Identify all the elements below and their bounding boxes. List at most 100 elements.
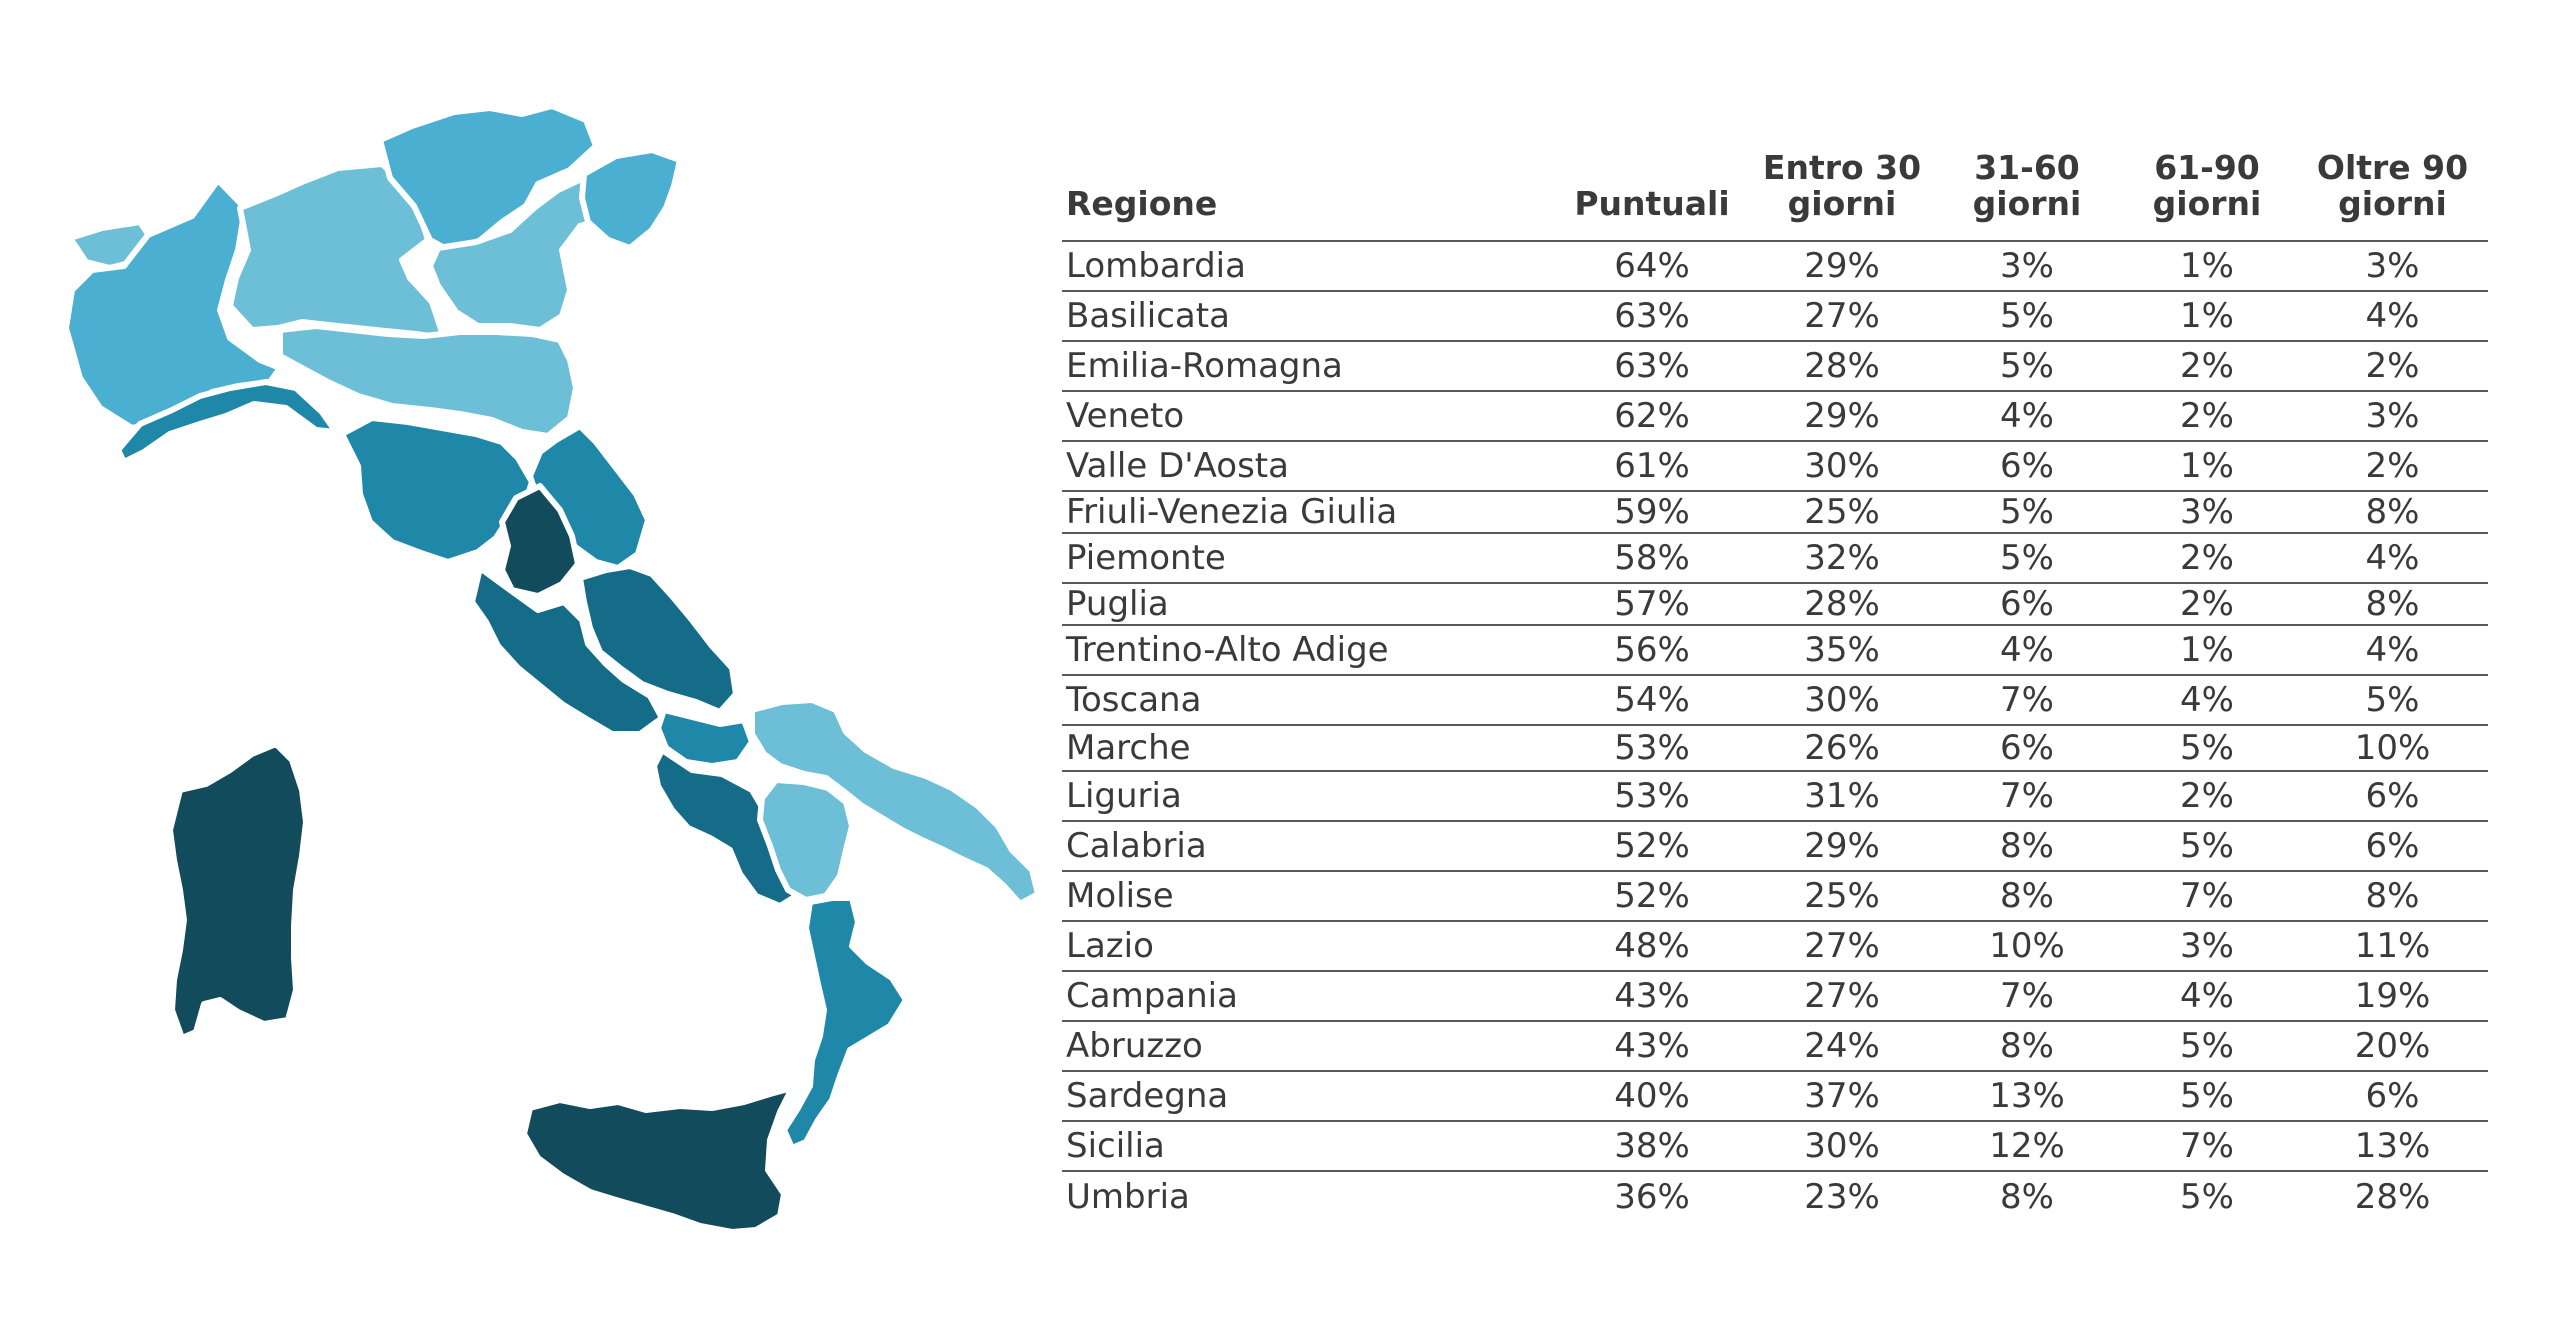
cell-value: 2% <box>2117 340 2297 391</box>
cell-value: 1% <box>2117 440 2297 491</box>
header-31-60-text: 31-60 giorni <box>1972 148 2082 223</box>
cell-value: 52% <box>1557 820 1747 871</box>
cell-region: Abruzzo <box>1062 1020 1557 1071</box>
cell-value: 28% <box>1747 340 1937 391</box>
header-61-90: 61-90 giorni <box>2117 150 2297 241</box>
table-row: Abruzzo 43% 24% 8% 5% 20% <box>1062 1020 2488 1071</box>
table-row: Basilicata 63% 27% 5% 1% 4% <box>1062 290 2488 341</box>
cell-value: 2% <box>2117 770 2297 821</box>
region-lazio <box>469 565 665 737</box>
region-trentino <box>377 103 599 255</box>
cell-value: 37% <box>1747 1070 1937 1121</box>
cell-value: 4% <box>1937 624 2117 675</box>
region-emilia-romagna <box>277 323 579 439</box>
region-calabria <box>781 895 909 1151</box>
cell-value: 6% <box>2297 820 2488 871</box>
cell-value: 54% <box>1557 674 1747 725</box>
cell-value: 4% <box>2117 970 2297 1021</box>
cell-value: 7% <box>1937 674 2117 725</box>
cell-value: 30% <box>1747 1120 1937 1171</box>
cell-value: 6% <box>1937 724 2117 771</box>
header-entro-30-text: Entro 30 giorni <box>1762 148 1922 223</box>
region-toscana <box>339 415 535 565</box>
cell-value: 62% <box>1557 390 1747 441</box>
cell-value: 6% <box>2297 770 2488 821</box>
cell-value: 7% <box>1937 770 2117 821</box>
cell-value: 3% <box>1937 240 2117 291</box>
table-row: Lazio 48% 27% 10% 3% 11% <box>1062 920 2488 971</box>
cell-region: Lombardia <box>1062 240 1557 291</box>
italy-map <box>63 103 1040 1235</box>
cell-value: 2% <box>2117 390 2297 441</box>
region-friuli <box>579 147 683 251</box>
table-row: Piemonte 58% 32% 5% 2% 4% <box>1062 532 2488 583</box>
cell-value: 27% <box>1747 290 1937 341</box>
region-campania <box>651 747 799 909</box>
cell-value: 61% <box>1557 440 1747 491</box>
table-row: Molise 52% 25% 8% 7% 8% <box>1062 870 2488 921</box>
header-31-60: 31-60 giorni <box>1937 150 2117 241</box>
cell-value: 8% <box>1937 1170 2117 1221</box>
table-body: Lombardia 64% 29% 3% 1% 3% Basilicata 63% 27% 5% 1… <box>1062 240 2488 1221</box>
cell-value: 38% <box>1557 1120 1747 1171</box>
table-row: Emilia-Romagna 63% 28% 5% 2% 2% <box>1062 340 2488 391</box>
region-liguria <box>115 379 339 465</box>
cell-value: 5% <box>2117 1020 2297 1071</box>
cell-value: 4% <box>2297 532 2488 583</box>
cell-value: 13% <box>2297 1120 2488 1171</box>
cell-value: 2% <box>2117 532 2297 583</box>
cell-value: 4% <box>2117 674 2297 725</box>
cell-value: 2% <box>2297 340 2488 391</box>
cell-value: 27% <box>1747 970 1937 1021</box>
table-row: Umbria 36% 23% 8% 5% 28% <box>1062 1170 2488 1221</box>
table-row: Veneto 62% 29% 4% 2% 3% <box>1062 390 2488 441</box>
cell-value: 8% <box>2297 870 2488 921</box>
cell-value: 5% <box>2117 820 2297 871</box>
cell-value: 30% <box>1747 440 1937 491</box>
cell-value: 29% <box>1747 390 1937 441</box>
table-row: Trentino-Alto Adige 56% 35% 4% 1% 4% <box>1062 624 2488 675</box>
cell-value: 48% <box>1557 920 1747 971</box>
cell-value: 43% <box>1557 1020 1747 1071</box>
table-row: Valle D'Aosta 61% 30% 6% 1% 2% <box>1062 440 2488 491</box>
cell-value: 29% <box>1747 240 1937 291</box>
cell-value: 2% <box>2117 582 2297 625</box>
cell-value: 58% <box>1557 532 1747 583</box>
cell-value: 25% <box>1747 870 1937 921</box>
table-row: Campania 43% 27% 7% 4% 19% <box>1062 970 2488 1021</box>
cell-region: Marche <box>1062 724 1557 771</box>
table-row: Puglia 57% 28% 6% 2% 8% <box>1062 582 2488 625</box>
cell-region: Calabria <box>1062 820 1557 871</box>
cell-value: 6% <box>2297 1070 2488 1121</box>
cell-value: 28% <box>2297 1170 2488 1221</box>
cell-value: 26% <box>1747 724 1937 771</box>
cell-value: 10% <box>1937 920 2117 971</box>
region-molise <box>655 707 755 769</box>
cell-value: 7% <box>2117 1120 2297 1171</box>
cell-region: Liguria <box>1062 770 1557 821</box>
cell-value: 5% <box>2297 674 2488 725</box>
cell-value: 1% <box>2117 240 2297 291</box>
table-row: Sardegna 40% 37% 13% 5% 6% <box>1062 1070 2488 1121</box>
region-sicilia <box>521 1085 795 1235</box>
cell-value: 6% <box>1937 440 2117 491</box>
table-header-row: Regione Puntuali Entro 30 giorni 31-60 g… <box>1062 150 2488 241</box>
cell-value: 13% <box>1937 1070 2117 1121</box>
cell-region: Sardegna <box>1062 1070 1557 1121</box>
cell-region: Friuli-Venezia Giulia <box>1062 490 1557 533</box>
header-oltre-90-text: Oltre 90 giorni <box>2316 148 2469 223</box>
cell-value: 8% <box>1937 1020 2117 1071</box>
cell-value: 4% <box>1937 390 2117 441</box>
cell-value: 63% <box>1557 290 1747 341</box>
table-row: Calabria 52% 29% 8% 5% 6% <box>1062 820 2488 871</box>
cell-value: 2% <box>2297 440 2488 491</box>
cell-value: 43% <box>1557 970 1747 1021</box>
cell-value: 57% <box>1557 582 1747 625</box>
cell-value: 5% <box>1937 290 2117 341</box>
cell-value: 11% <box>2297 920 2488 971</box>
cell-value: 5% <box>2117 1070 2297 1121</box>
cell-value: 5% <box>2117 724 2297 771</box>
cell-value: 4% <box>2297 624 2488 675</box>
cell-value: 1% <box>2117 290 2297 341</box>
table-row: Lombardia 64% 29% 3% 1% 3% <box>1062 240 2488 291</box>
